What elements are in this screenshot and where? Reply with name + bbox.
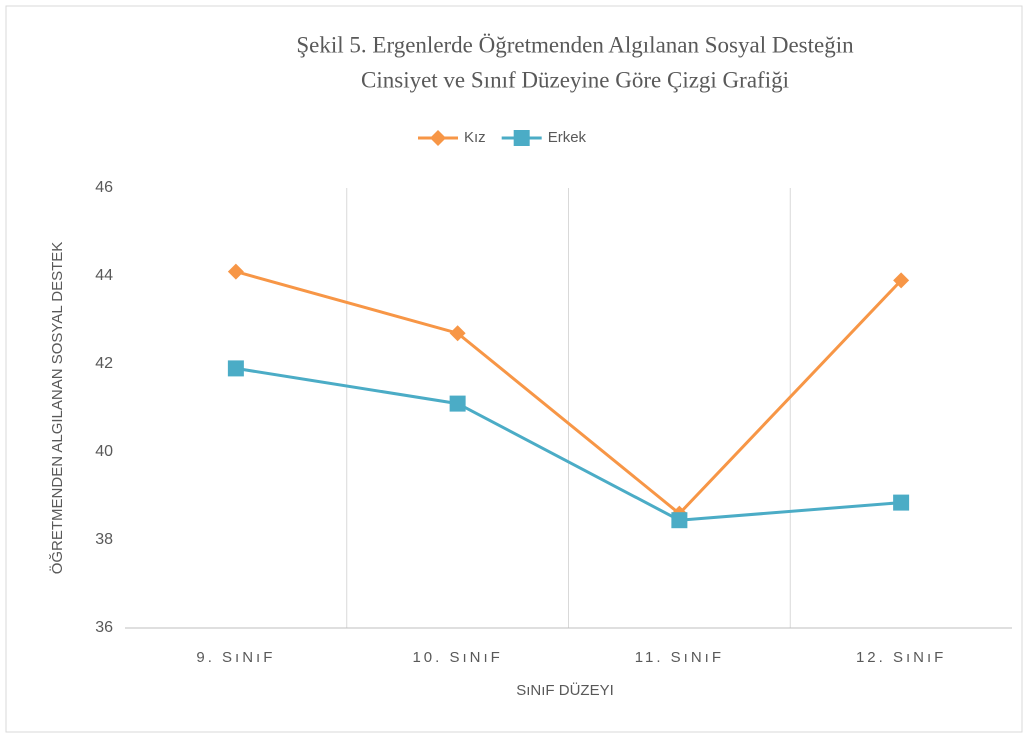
y-tick-label: 44 <box>95 267 113 284</box>
data-point <box>227 360 244 377</box>
legend-marker <box>513 130 530 146</box>
chart-title: Şekil 5. Ergenlerde Öğretmenden Algılana… <box>296 32 854 57</box>
legend-label: Kız <box>464 129 486 146</box>
chart-frame <box>5 5 1023 733</box>
x-tick-label: 12. SıNıF <box>856 649 946 666</box>
legend-label: Erkek <box>548 129 587 146</box>
data-point <box>449 395 466 412</box>
x-tick-label: 10. SıNıF <box>412 649 502 666</box>
x-tick-label: 9. SıNıF <box>196 649 275 666</box>
x-axis-label: SıNıF DÜZEYI <box>516 681 614 699</box>
chart-title: Cinsiyet ve Sınıf Düzeyine Göre Çizgi Gr… <box>361 67 789 92</box>
y-axis-label: ÖĞRETMENDEN ALGILANAN SOSYAL DESTEK <box>48 242 66 575</box>
x-tick-label: 11. SıNıF <box>635 649 724 666</box>
data-point <box>449 325 466 342</box>
y-tick-label: 46 <box>95 179 113 196</box>
data-point <box>227 263 244 280</box>
series-line <box>235 270 903 516</box>
y-tick-label: 38 <box>95 531 113 548</box>
data-point <box>893 494 910 511</box>
series-line <box>235 366 902 522</box>
y-tick-label: 42 <box>95 355 113 372</box>
y-tick-label: 36 <box>95 619 113 636</box>
data-point <box>671 512 688 529</box>
y-tick-label: 40 <box>95 443 113 460</box>
legend-marker <box>430 130 446 146</box>
data-point <box>893 272 910 289</box>
